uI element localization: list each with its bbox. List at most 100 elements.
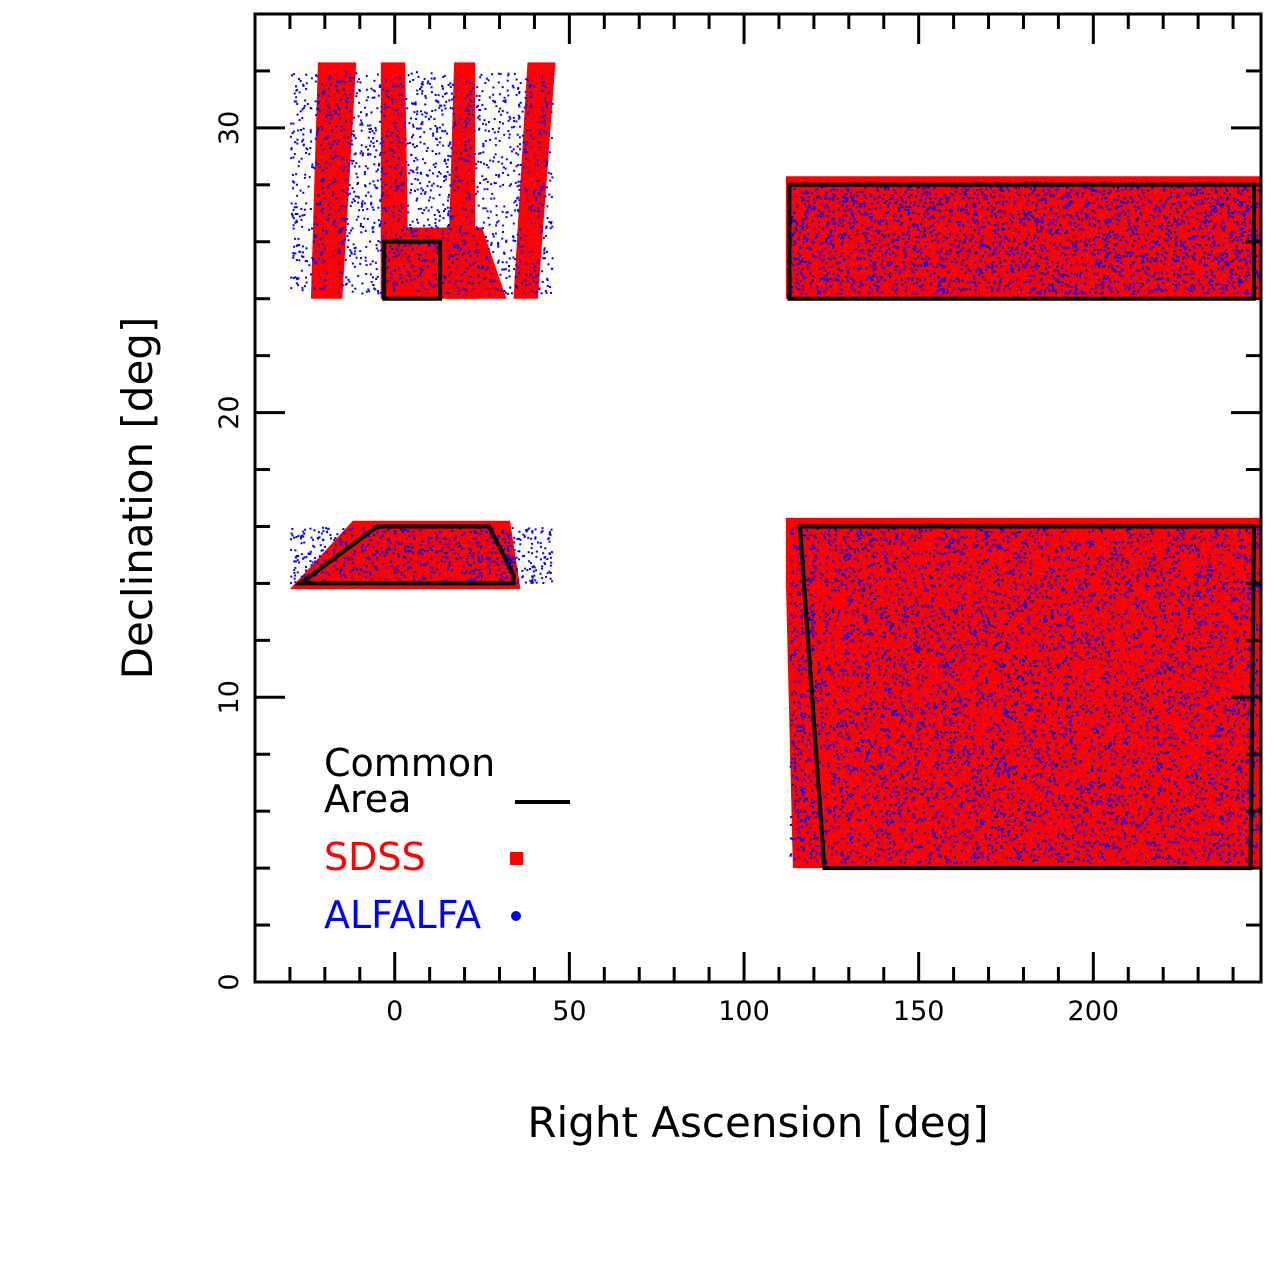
alfalfa-point <box>968 239 971 242</box>
alfalfa-point <box>915 240 918 243</box>
alfalfa-point <box>1113 528 1116 531</box>
alfalfa-point <box>953 621 955 624</box>
alfalfa-point <box>1197 703 1200 706</box>
alfalfa-point <box>800 839 803 842</box>
alfalfa-point <box>1051 234 1054 236</box>
alfalfa-point <box>1228 664 1231 667</box>
alfalfa-point <box>888 202 891 204</box>
alfalfa-point <box>913 204 916 207</box>
alfalfa-point <box>958 803 961 806</box>
alfalfa-point <box>1035 263 1038 266</box>
alfalfa-point <box>825 191 828 194</box>
alfalfa-point <box>1032 289 1035 292</box>
alfalfa-point <box>1064 231 1067 234</box>
alfalfa-point <box>1243 215 1246 218</box>
alfalfa-point <box>1204 216 1206 218</box>
alfalfa-point <box>1065 192 1068 195</box>
alfalfa-point <box>969 239 972 242</box>
alfalfa-point <box>875 769 878 771</box>
alfalfa-point <box>947 758 950 761</box>
alfalfa-point <box>1100 260 1103 263</box>
alfalfa-point <box>1154 207 1157 210</box>
alfalfa-point <box>857 560 860 562</box>
alfalfa-point <box>855 221 858 223</box>
alfalfa-point <box>1016 278 1019 281</box>
alfalfa-point <box>1108 284 1111 287</box>
alfalfa-point <box>1202 192 1205 195</box>
alfalfa-point <box>1149 290 1152 293</box>
alfalfa-point <box>1056 784 1059 786</box>
alfalfa-point <box>973 204 976 206</box>
alfalfa-point <box>1081 256 1084 259</box>
alfalfa-point <box>978 846 981 849</box>
alfalfa-point <box>1010 269 1013 272</box>
alfalfa-point <box>805 292 807 295</box>
alfalfa-point <box>1230 231 1233 234</box>
alfalfa-point <box>1144 756 1147 759</box>
alfalfa-point <box>1210 214 1213 217</box>
alfalfa-point <box>1248 222 1251 225</box>
alfalfa-point <box>1050 212 1053 215</box>
alfalfa-point <box>992 190 995 193</box>
alfalfa-point <box>1184 281 1187 284</box>
alfalfa-point <box>965 264 968 267</box>
alfalfa-point <box>911 224 914 226</box>
alfalfa-point <box>794 734 796 737</box>
alfalfa-point <box>1084 203 1087 206</box>
alfalfa-point <box>1049 242 1052 245</box>
alfalfa-point <box>1034 234 1036 237</box>
alfalfa-point <box>994 232 997 235</box>
alfalfa-point <box>955 575 958 578</box>
alfalfa-point <box>1084 205 1087 208</box>
alfalfa-point <box>893 189 896 191</box>
alfalfa-point <box>946 749 949 752</box>
alfalfa-point <box>942 792 945 795</box>
alfalfa-point <box>1232 197 1235 200</box>
alfalfa-point <box>1102 283 1105 286</box>
alfalfa-point <box>1041 554 1044 557</box>
alfalfa-point <box>1213 208 1216 211</box>
alfalfa-point <box>1105 205 1108 208</box>
alfalfa-point <box>918 228 920 231</box>
alfalfa-point <box>1173 253 1176 256</box>
alfalfa-point <box>835 278 838 281</box>
alfalfa-point <box>1040 226 1043 229</box>
alfalfa-point <box>1175 236 1178 239</box>
alfalfa-point <box>1002 211 1005 214</box>
alfalfa-point <box>1199 192 1202 195</box>
alfalfa-point <box>831 235 834 238</box>
alfalfa-point <box>1147 233 1149 236</box>
alfalfa-point <box>1011 270 1014 273</box>
alfalfa-point <box>1113 280 1116 283</box>
alfalfa-point <box>821 213 824 216</box>
alfalfa-point <box>1183 742 1186 745</box>
alfalfa-point <box>807 196 810 198</box>
alfalfa-point <box>874 261 877 263</box>
alfalfa-point <box>953 198 956 201</box>
alfalfa-point <box>813 689 816 692</box>
alfalfa-point <box>1005 694 1008 697</box>
alfalfa-point <box>1129 266 1132 269</box>
alfalfa-point <box>1065 579 1068 582</box>
alfalfa-point <box>1011 260 1014 263</box>
alfalfa-point <box>1137 731 1140 734</box>
alfalfa-point <box>1078 275 1081 278</box>
alfalfa-point <box>1117 260 1120 263</box>
alfalfa-point <box>834 797 837 800</box>
alfalfa-point <box>1085 199 1088 202</box>
alfalfa-point <box>917 187 920 190</box>
alfalfa-point <box>980 245 983 248</box>
alfalfa-point <box>883 272 886 275</box>
alfalfa-point <box>1101 292 1104 295</box>
alfalfa-point <box>1020 219 1023 222</box>
alfalfa-point <box>1209 269 1212 272</box>
alfalfa-point <box>840 860 843 863</box>
alfalfa-point <box>1100 206 1103 209</box>
alfalfa-point <box>851 215 854 218</box>
alfalfa-point <box>1168 196 1171 199</box>
alfalfa-point <box>1237 187 1239 190</box>
alfalfa-point <box>1117 583 1120 586</box>
alfalfa-point <box>924 262 927 265</box>
alfalfa-point <box>832 196 835 199</box>
alfalfa-point <box>1162 205 1165 208</box>
